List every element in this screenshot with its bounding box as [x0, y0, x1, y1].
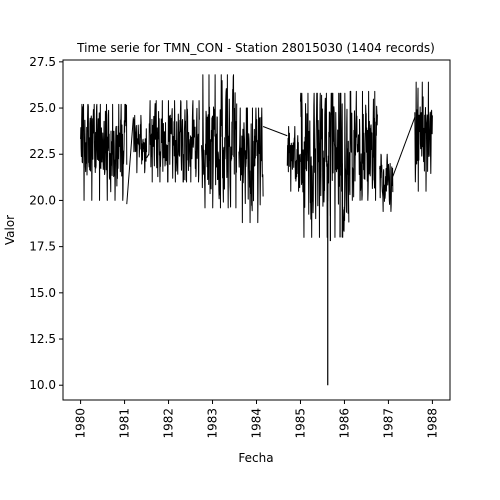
x-tick-label: 1985: [293, 408, 307, 439]
series-segment: [80, 103, 128, 201]
series-segment: [201, 74, 238, 209]
x-tick-label: 1980: [74, 408, 88, 439]
series-layer: [80, 74, 433, 386]
x-tick-label: 1984: [250, 408, 264, 439]
series-segment: [148, 100, 200, 183]
y-axis-label: Valor: [3, 215, 17, 245]
x-tick-label: 1988: [425, 408, 439, 439]
x-tick-label: 1986: [337, 408, 351, 439]
y-axis: 10.0 12.5 15.0 17.5 20.0 22.5 25.0 27.5: [29, 55, 63, 392]
series-segment: [238, 107, 264, 224]
series-segment: [348, 90, 378, 201]
series-segment: [414, 81, 433, 192]
series-segment: [132, 114, 148, 174]
x-axis-label: Fecha: [238, 451, 273, 465]
series-gap-link: [392, 117, 416, 177]
x-tick-label: 1987: [381, 408, 395, 439]
x-tick-label: 1981: [118, 408, 132, 439]
y-tick-label: 22.5: [29, 147, 56, 161]
series-gap-link: [146, 153, 150, 159]
series-gap-link: [126, 117, 134, 205]
y-tick-label: 10.0: [29, 378, 56, 392]
series-segment: [299, 92, 350, 238]
x-tick-label: 1982: [162, 408, 176, 439]
series-gap-link: [262, 126, 288, 137]
y-tick-label: 17.5: [29, 240, 56, 254]
x-tick-label: 1983: [206, 408, 220, 439]
y-tick-label: 12.5: [29, 332, 56, 346]
x-axis: 1980 1981 1982 1983 1984 1985 1986 1987 1988: [74, 400, 439, 439]
y-tick-label: 27.5: [29, 55, 56, 69]
y-tick-label: 15.0: [29, 286, 56, 300]
y-tick-label: 25.0: [29, 101, 56, 115]
y-tick-label: 20.0: [29, 193, 56, 207]
series-segment: [286, 126, 301, 192]
chart-title: Time serie for TMN_CON - Station 2801503…: [76, 41, 435, 55]
series-segment: [379, 153, 394, 213]
